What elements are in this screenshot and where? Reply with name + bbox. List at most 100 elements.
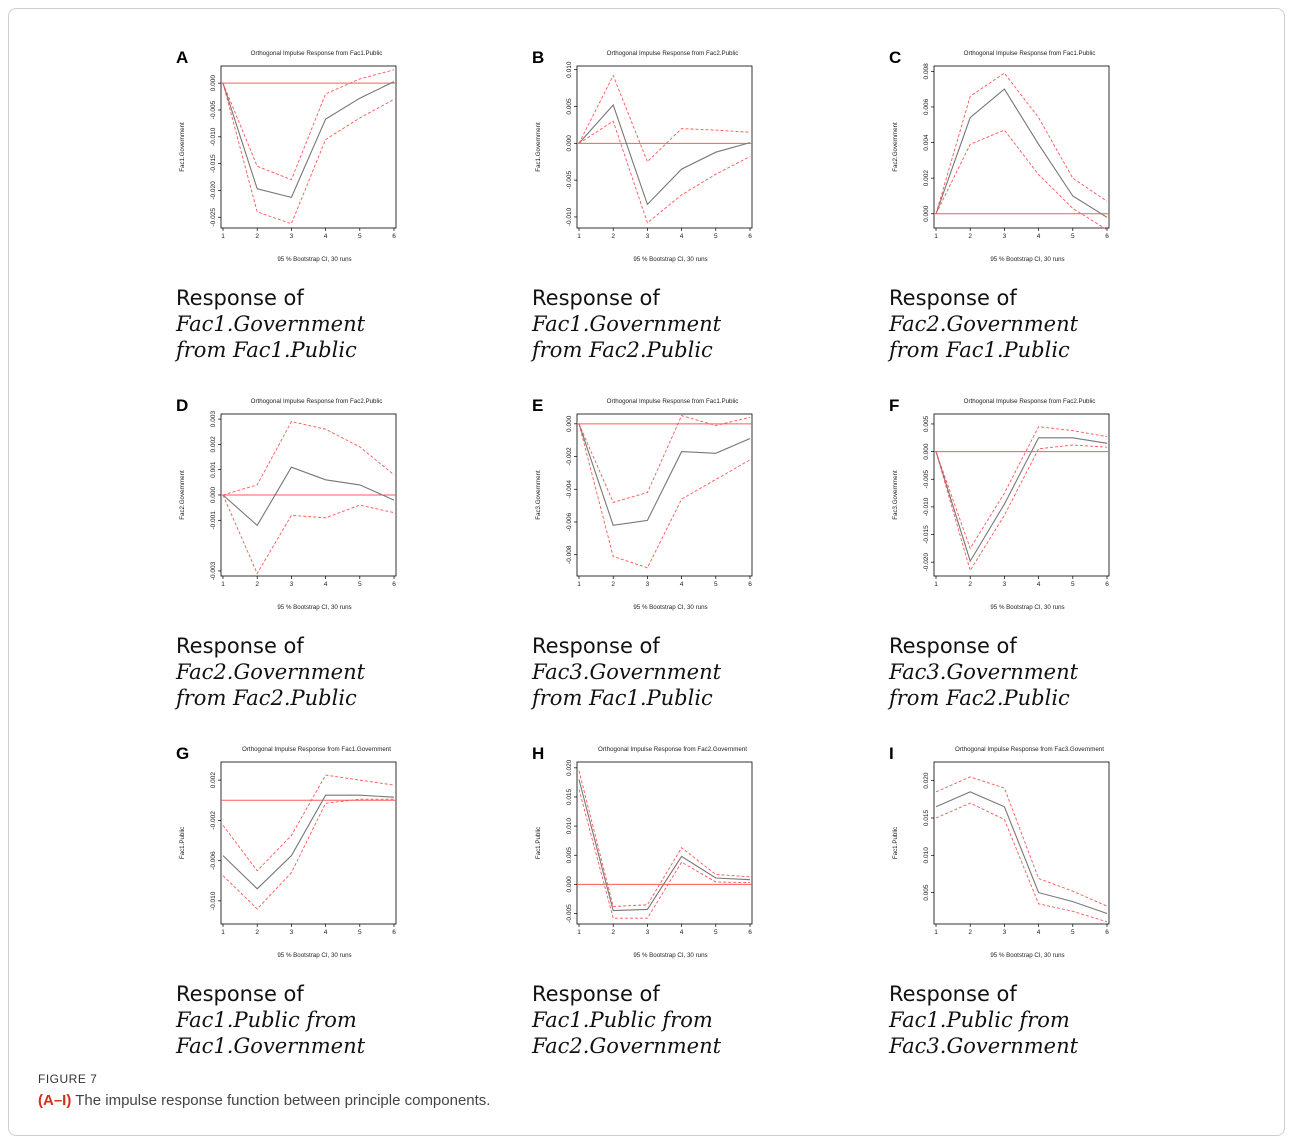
ci-upper-line <box>935 776 1108 907</box>
panel-caption: Response of Fac3.Government from Fac1.Publ… <box>532 633 721 711</box>
panel-caption-line: Response of <box>532 982 660 1006</box>
figure-caption-range: (A–I) <box>38 1092 72 1109</box>
panel-caption-line: Response of <box>889 634 1017 658</box>
y-tick-label: 0.010 <box>923 847 930 864</box>
y-tick-label: -0.025 <box>210 208 217 227</box>
ci-upper-line <box>578 770 751 907</box>
x-tick-label: 5 <box>358 581 362 588</box>
y-axis-label: Fac1.Government <box>179 122 186 172</box>
y-tick-label: -0.006 <box>210 851 217 870</box>
panel-letter: I <box>889 744 894 763</box>
panel-caption-line: Fac1.Government <box>176 1034 366 1058</box>
y-tick-label: 0.005 <box>566 98 573 115</box>
panel-letter: G <box>176 744 190 763</box>
y-tick-label: 0.002 <box>923 170 930 187</box>
panel-caption-line: Fac1.Government <box>532 312 722 336</box>
x-tick-label: 2 <box>611 581 615 588</box>
x-tick-label: 4 <box>324 233 328 240</box>
chart-title: Orthogonal Impulse Response from Fac1.Pu… <box>251 50 383 57</box>
x-tick-label: 3 <box>290 233 294 240</box>
x-tick-label: 4 <box>1037 581 1041 588</box>
response-line <box>578 103 751 206</box>
impulse-response-chart: Orthogonal Impulse Response from Fac2.Pu… <box>892 398 1110 611</box>
y-tick-label: -0.020 <box>923 553 930 572</box>
plot-frame <box>933 65 1110 229</box>
y-tick-label: -0.006 <box>566 512 573 531</box>
x-tick-label: 6 <box>392 581 396 588</box>
y-tick-label: 0.004 <box>923 134 930 151</box>
ci-upper-line <box>222 421 395 496</box>
y-tick-label: 0.005 <box>566 847 573 864</box>
y-tick-label: 0.005 <box>923 415 930 432</box>
figure-label: FIGURE 7 <box>38 1072 98 1086</box>
panel-letter: D <box>176 396 189 415</box>
panel-caption: Response of Fac3.Government from Fac2.Publ… <box>889 633 1078 711</box>
y-tick-label: -0.003 <box>210 561 217 580</box>
panel-caption-line: Response of <box>176 634 304 658</box>
x-tick-label: 3 <box>290 929 294 936</box>
chart-title: Orthogonal Impulse Response from Fac1.Pu… <box>964 50 1096 57</box>
x-axis-label: 95 % Bootstrap CI, 30 runs <box>633 256 707 263</box>
x-tick-label: 5 <box>358 929 362 936</box>
x-tick-label: 6 <box>392 233 396 240</box>
x-tick-label: 2 <box>968 581 972 588</box>
ci-lower-line <box>578 120 751 224</box>
panel-c: C Orthogonal Impulse Response from Fac1.P… <box>889 48 1245 396</box>
response-line <box>222 466 395 527</box>
ci-lower-line <box>222 494 395 575</box>
ci-upper-line <box>935 72 1108 214</box>
y-tick-label: 0.020 <box>566 759 573 776</box>
y-tick-label: 0.000 <box>566 876 573 893</box>
y-tick-label: 0.000 <box>923 205 930 222</box>
panel-h: H Orthogonal Impulse Response from Fac2.G… <box>532 744 888 1092</box>
x-tick-label: 1 <box>934 233 938 240</box>
x-tick-label: 4 <box>680 233 684 240</box>
chart-title: Orthogonal Impulse Response from Fac2.Pu… <box>607 50 739 57</box>
panel-caption-line: Response of <box>532 634 660 658</box>
panel-a: A Orthogonal Impulse Response from Fac1.P… <box>176 48 532 396</box>
figure-caption: (A–I) The impulse response function betw… <box>38 1092 490 1109</box>
panel-caption-line: Fac1.Public from <box>532 1008 713 1032</box>
x-axis-label: 95 % Bootstrap CI, 30 runs <box>990 952 1064 959</box>
x-tick-label: 5 <box>1071 581 1075 588</box>
panel-d: D Orthogonal Impulse Response from Fac2.P… <box>176 396 532 744</box>
panel-caption-line: Fac2.Government <box>532 1034 722 1058</box>
impulse-response-chart: Orthogonal Impulse Response from Fac2.Go… <box>535 746 753 959</box>
panel-letter: H <box>532 744 545 763</box>
panel-caption-line: from Fac2.Public <box>889 686 1070 710</box>
x-axis-label: 95 % Bootstrap CI, 30 runs <box>990 604 1064 611</box>
y-tick-label: 0.010 <box>566 61 573 78</box>
x-tick-label: 6 <box>748 233 752 240</box>
x-tick-label: 4 <box>680 581 684 588</box>
y-tick-label: -0.005 <box>566 171 573 190</box>
x-axis-label: 95 % Bootstrap CI, 30 runs <box>633 604 707 611</box>
panel-caption-line: Fac2.Government <box>176 660 366 684</box>
y-tick-label: -0.010 <box>210 891 217 910</box>
plot-frame <box>576 413 753 577</box>
x-tick-label: 2 <box>968 233 972 240</box>
response-line <box>578 779 751 912</box>
y-tick-label: -0.010 <box>566 207 573 226</box>
response-line <box>222 81 395 199</box>
ci-upper-line <box>222 774 395 872</box>
x-tick-label: 3 <box>290 581 294 588</box>
x-tick-label: 3 <box>646 929 650 936</box>
x-tick-label: 1 <box>577 929 581 936</box>
x-tick-label: 6 <box>748 581 752 588</box>
impulse-response-chart: Orthogonal Impulse Response from Fac3.Go… <box>892 746 1110 959</box>
ci-lower-line <box>578 789 751 919</box>
x-axis-label: 95 % Bootstrap CI, 30 runs <box>277 952 351 959</box>
x-tick-label: 4 <box>1037 929 1041 936</box>
figure-caption-text: The impulse response function between pr… <box>71 1092 491 1109</box>
panel-e: E Orthogonal Impulse Response from Fac1.P… <box>532 396 888 744</box>
x-tick-label: 5 <box>1071 233 1075 240</box>
x-tick-label: 4 <box>324 929 328 936</box>
y-tick-label: 0.000 <box>923 443 930 460</box>
ci-upper-line <box>578 74 751 163</box>
panel-caption-line: from Fac1.Public <box>532 686 713 710</box>
y-tick-label: 0.000 <box>566 135 573 152</box>
x-tick-label: 6 <box>1105 929 1109 936</box>
panel-caption-line: from Fac1.Public <box>889 338 1070 362</box>
x-tick-label: 4 <box>324 581 328 588</box>
panel-caption-line: from Fac2.Public <box>532 338 713 362</box>
